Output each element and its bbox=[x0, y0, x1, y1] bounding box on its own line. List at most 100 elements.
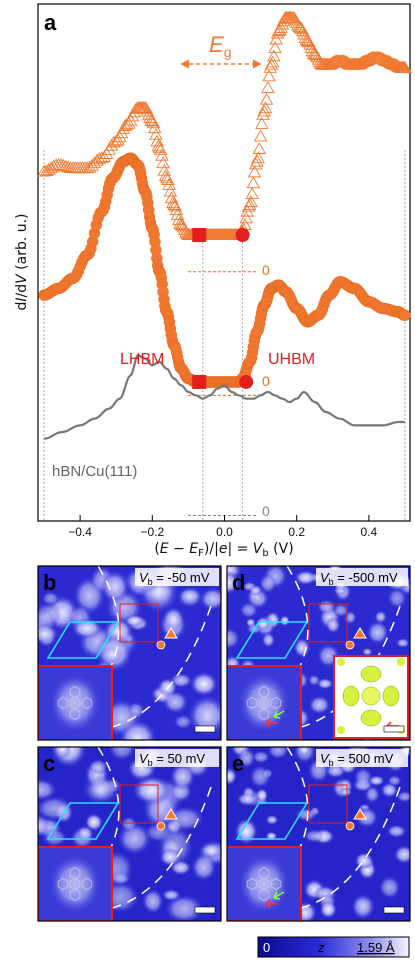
data-point bbox=[109, 134, 123, 147]
data-point bbox=[239, 211, 253, 224]
data-point bbox=[39, 164, 54, 177]
surface-feature bbox=[353, 767, 373, 787]
site-circle-marker bbox=[345, 640, 355, 650]
data-point bbox=[268, 41, 282, 53]
panel-letter-c: c bbox=[43, 751, 55, 776]
upper-band-onset bbox=[239, 374, 254, 389]
inset-feature bbox=[238, 673, 290, 733]
data-point bbox=[265, 55, 280, 68]
data-point bbox=[161, 173, 175, 185]
data-point bbox=[275, 17, 290, 30]
data-point bbox=[323, 57, 338, 70]
colorbar: 0 z 1.59 Å bbox=[257, 936, 410, 958]
surface-feature bbox=[387, 587, 407, 609]
x-tick-label: 0.2 bbox=[288, 525, 305, 539]
surface-feature bbox=[38, 795, 74, 821]
bias-label: Vb = 500 mV bbox=[320, 751, 394, 768]
ring bbox=[69, 708, 81, 720]
surface-feature bbox=[189, 671, 218, 697]
stm-panel-c: c Vb = 50 mV bbox=[37, 746, 222, 922]
data-point bbox=[61, 160, 75, 173]
ring bbox=[81, 878, 93, 890]
red-arrow bbox=[265, 899, 278, 909]
lower-band-onset bbox=[192, 374, 207, 389]
data-point bbox=[44, 161, 58, 174]
surface-feature bbox=[293, 637, 311, 658]
surface-feature bbox=[38, 623, 59, 644]
scale-bar bbox=[194, 906, 216, 914]
surface-feature bbox=[293, 747, 316, 764]
surface-feature bbox=[170, 763, 196, 791]
ring bbox=[69, 867, 81, 879]
unit-cell bbox=[235, 802, 309, 840]
orbital-lobe bbox=[360, 709, 382, 727]
surface-feature bbox=[236, 792, 258, 807]
data-point bbox=[169, 203, 184, 215]
y-axis-title: dI/dV (arb. u.) bbox=[14, 213, 30, 310]
surface-feature bbox=[386, 824, 407, 838]
bias-label-box bbox=[316, 568, 408, 586]
data-point bbox=[120, 117, 134, 130]
inset-feature bbox=[49, 673, 101, 733]
zoom-region bbox=[119, 784, 159, 824]
x-tick-label: 0.0 bbox=[216, 525, 233, 539]
x-tick-label: 0.4 bbox=[361, 525, 378, 539]
ring bbox=[270, 878, 282, 890]
ring bbox=[246, 697, 258, 709]
surface-feature bbox=[366, 620, 389, 645]
surface-feature bbox=[374, 610, 388, 624]
surface-feature bbox=[378, 875, 401, 900]
data-point bbox=[262, 69, 276, 82]
ring bbox=[270, 697, 282, 709]
zoom-region bbox=[308, 603, 348, 643]
unit-cell bbox=[46, 621, 120, 659]
band-onset-markers bbox=[192, 228, 254, 389]
surface-feature bbox=[71, 618, 103, 639]
data-point bbox=[251, 151, 265, 164]
surface-feature bbox=[249, 765, 271, 789]
data-point bbox=[123, 113, 138, 126]
data-point bbox=[125, 109, 140, 122]
surface-feature bbox=[227, 767, 238, 786]
surface-feature bbox=[255, 788, 269, 803]
surface-feature bbox=[177, 586, 203, 608]
x-tick-label: −0.2 bbox=[140, 525, 164, 539]
surface-feature bbox=[364, 785, 380, 804]
green-arrow bbox=[273, 710, 285, 719]
data-point bbox=[252, 142, 267, 154]
surface-feature bbox=[308, 695, 331, 715]
data-point bbox=[261, 81, 275, 93]
surface-feature bbox=[100, 645, 123, 664]
molecule-overlay bbox=[246, 867, 282, 901]
bias-label: Vb = -50 mV bbox=[139, 570, 210, 587]
upper-band-onset bbox=[235, 228, 250, 242]
orbital-lobe bbox=[382, 685, 400, 707]
bias-label-box bbox=[135, 749, 219, 767]
panel-letter-e: e bbox=[232, 751, 244, 776]
data-point bbox=[257, 104, 271, 117]
data-point bbox=[245, 187, 259, 200]
gap-label: Eg bbox=[209, 32, 231, 60]
surface-feature bbox=[38, 778, 57, 801]
bias-label: Vb = -500 mV bbox=[320, 570, 398, 587]
surface-feature bbox=[88, 758, 108, 775]
data-point bbox=[259, 92, 274, 105]
orbital-lobe bbox=[342, 685, 360, 707]
molecule-overlay bbox=[246, 686, 282, 720]
surface-feature bbox=[132, 775, 172, 805]
data-point bbox=[162, 177, 176, 190]
data-point bbox=[247, 165, 262, 178]
ring bbox=[81, 697, 93, 709]
data-point bbox=[274, 21, 288, 33]
surface-feature bbox=[259, 573, 277, 594]
unit-cell bbox=[46, 802, 120, 840]
surface-feature bbox=[248, 584, 263, 596]
surface-feature bbox=[108, 747, 136, 762]
lhbm-label: LHBM bbox=[120, 351, 164, 368]
surface-feature bbox=[237, 748, 256, 768]
surface-feature bbox=[295, 807, 318, 822]
data-point bbox=[149, 127, 163, 140]
data-point bbox=[170, 208, 185, 220]
surface-feature bbox=[227, 571, 240, 595]
surface-feature bbox=[41, 591, 60, 606]
